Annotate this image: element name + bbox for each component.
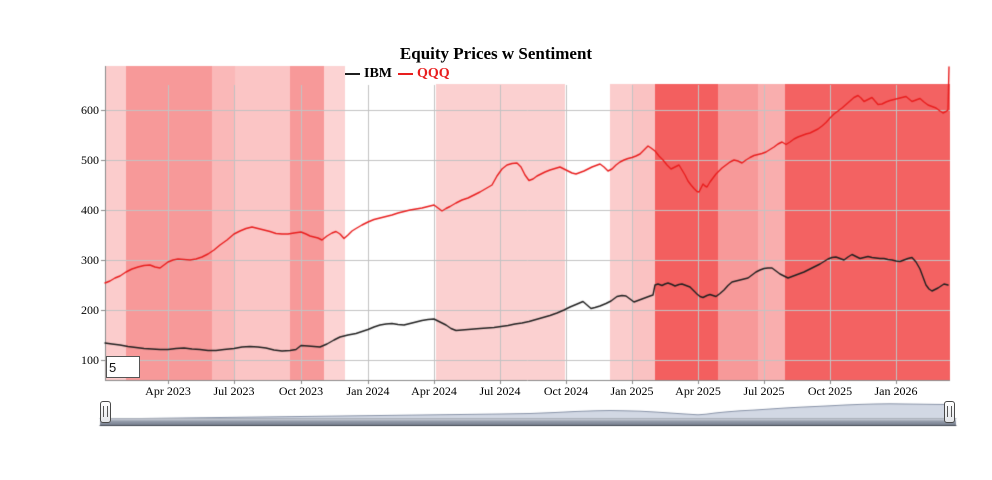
legend-label-qqq: QQQ xyxy=(417,66,450,81)
ibm-line-swatch-icon xyxy=(345,72,360,76)
navigator-left-handle[interactable] xyxy=(100,401,111,423)
legend-item-ibm[interactable]: IBM xyxy=(345,66,392,82)
x-tick-label: Jan 2025 xyxy=(610,384,654,398)
qqq-line-swatch-icon xyxy=(398,72,413,76)
grip-icon xyxy=(947,406,952,417)
x-tick-label: Oct 2024 xyxy=(543,384,589,398)
x-tick-label: Apr 2025 xyxy=(675,384,721,398)
x-tick-label: Jul 2025 xyxy=(743,384,785,398)
x-tick-label: Jan 2026 xyxy=(874,384,918,398)
y-tick-label: 500 xyxy=(81,152,99,167)
legend: IBM QQQ xyxy=(345,66,450,82)
grip-icon xyxy=(103,406,108,417)
x-tick-label: Oct 2025 xyxy=(807,384,853,398)
x-tick-label: Oct 2023 xyxy=(278,384,324,398)
y-tick-label: 600 xyxy=(81,102,99,117)
y-tick-label: 400 xyxy=(81,202,99,217)
x-tick-label: Apr 2023 xyxy=(145,384,191,398)
legend-label-ibm: IBM xyxy=(364,66,392,81)
period-input[interactable] xyxy=(106,356,140,378)
legend-item-qqq[interactable]: QQQ xyxy=(398,66,450,82)
x-tick-label: Jul 2024 xyxy=(479,384,521,398)
y-tick-label: 200 xyxy=(81,302,99,317)
y-tick-label: 100 xyxy=(81,352,99,367)
chart-title: Equity Prices w Sentiment xyxy=(399,44,593,63)
x-tick-label: Jul 2023 xyxy=(213,384,255,398)
x-tick-label: Apr 2024 xyxy=(411,384,457,398)
y-tick-label: 300 xyxy=(81,252,99,267)
x-tick-label: Jan 2024 xyxy=(346,384,390,398)
navigator-right-handle[interactable] xyxy=(944,401,955,423)
